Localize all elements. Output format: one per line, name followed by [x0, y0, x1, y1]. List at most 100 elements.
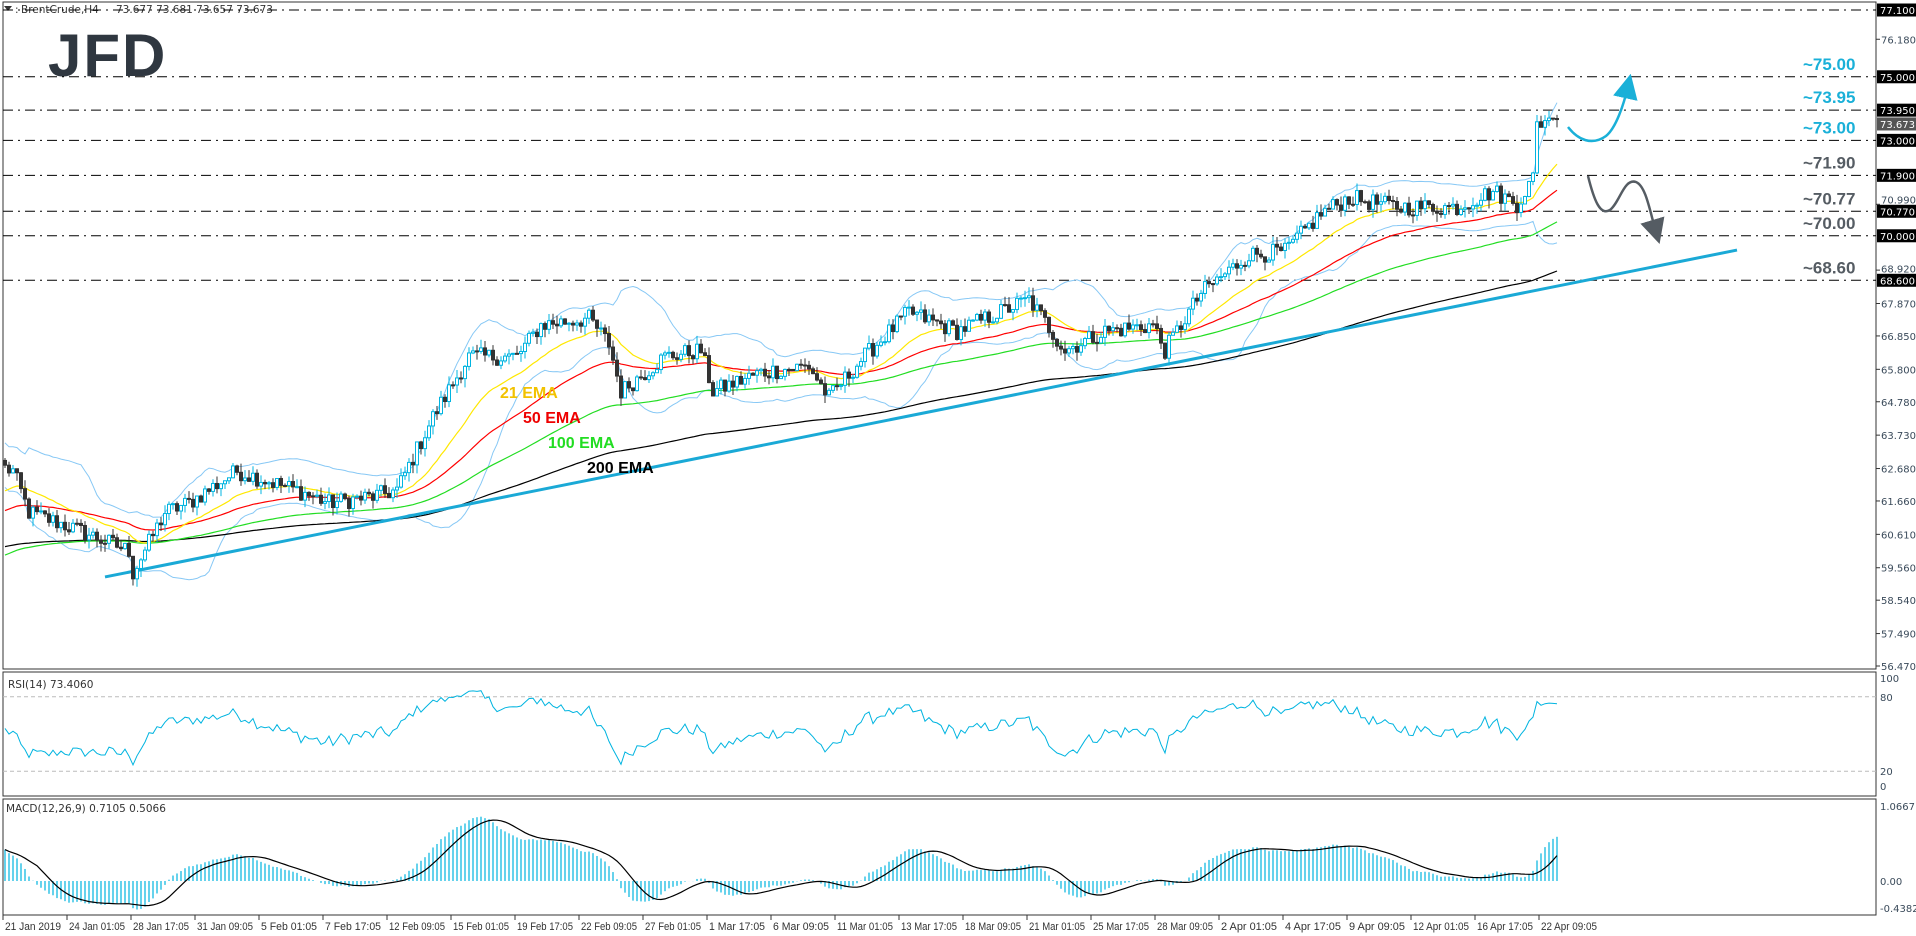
- candle: [163, 505, 167, 532]
- candle-body: [71, 522, 75, 533]
- candle: [983, 308, 987, 327]
- candle-body: [327, 494, 331, 502]
- candle-body: [227, 477, 231, 482]
- candle: [931, 308, 935, 327]
- candle-body: [1387, 195, 1391, 202]
- candle: [1147, 318, 1151, 339]
- candle: [855, 363, 859, 379]
- candle-body: [1475, 204, 1479, 207]
- candle-body: [735, 375, 739, 388]
- candle: [703, 348, 707, 357]
- candle-body: [23, 488, 27, 500]
- candle-body: [1431, 203, 1435, 212]
- candle-body: [147, 533, 151, 551]
- candle-body: [1111, 327, 1115, 332]
- candle: [1047, 316, 1051, 338]
- candle: [515, 345, 519, 355]
- candle: [539, 322, 543, 345]
- candle-body: [1119, 327, 1123, 337]
- candle: [1263, 256, 1267, 271]
- candle-body: [99, 539, 103, 544]
- candle: [687, 340, 691, 364]
- candle-body: [987, 311, 991, 323]
- candle: [479, 339, 483, 354]
- candle-body: [879, 341, 883, 346]
- ema50-label: 50 EMA: [523, 410, 581, 427]
- candle: [379, 484, 383, 497]
- candle-body: [1167, 334, 1171, 359]
- candle: [1551, 117, 1555, 121]
- candle: [1375, 192, 1379, 213]
- candle: [231, 462, 235, 479]
- candle-body: [1383, 195, 1387, 203]
- candle-body: [1131, 324, 1135, 330]
- candle: [1539, 115, 1543, 128]
- candle: [819, 377, 823, 385]
- candle: [1307, 222, 1311, 231]
- time-label: 16 Apr 17:05: [1477, 921, 1533, 933]
- candle: [1499, 183, 1503, 212]
- candle: [43, 510, 47, 518]
- candle-body: [763, 368, 767, 377]
- candle-body: [243, 477, 247, 482]
- time-label: 12 Feb 09:05: [389, 921, 445, 933]
- candle: [343, 492, 347, 501]
- candle-body: [1171, 331, 1175, 336]
- candle-body: [1347, 196, 1351, 205]
- candle: [167, 501, 171, 521]
- candle: [903, 304, 907, 325]
- candle-body: [1095, 341, 1099, 344]
- candle: [1335, 198, 1339, 211]
- candle-body: [1375, 194, 1379, 205]
- candle-body: [1279, 246, 1283, 252]
- candle-body: [247, 477, 251, 482]
- candle: [735, 375, 739, 392]
- candle-body: [1047, 316, 1051, 333]
- candle-body: [1479, 199, 1483, 206]
- candle: [1363, 199, 1367, 204]
- candle-body: [1451, 203, 1455, 207]
- candle: [399, 468, 403, 489]
- candle-body: [1219, 276, 1223, 279]
- candle-body: [387, 492, 391, 499]
- bearish-scenario-arrow-icon: [1586, 175, 1665, 244]
- candle: [507, 349, 511, 365]
- candle: [599, 321, 603, 336]
- candle-body: [1267, 259, 1271, 263]
- time-label: 7 Feb 17:05: [325, 921, 381, 933]
- candle: [739, 371, 743, 385]
- candle-body: [1023, 297, 1027, 300]
- time-label: 6 Mar 09:05: [773, 921, 829, 933]
- candle-body: [999, 304, 1003, 319]
- candle: [887, 319, 891, 344]
- candle: [1455, 200, 1459, 217]
- candle-body: [1531, 172, 1535, 182]
- macd-tick-label: 1.0667: [1880, 802, 1915, 813]
- candle-body: [799, 363, 803, 366]
- bollinger-bands: [4, 102, 1558, 581]
- rsi-indicator: RSI(14) 73.4060 100 80 20 0: [3, 674, 1899, 793]
- candle: [1179, 320, 1183, 338]
- support-trendline[interactable]: [104, 248, 1738, 579]
- candle: [255, 469, 259, 489]
- candle-body: [547, 320, 551, 330]
- candle-body: [319, 494, 323, 504]
- candle-body: [847, 371, 851, 379]
- candle-body: [91, 531, 95, 536]
- candle-body: [63, 521, 67, 531]
- candle: [1023, 290, 1027, 307]
- candle-body: [587, 309, 591, 319]
- candle-body: [595, 319, 599, 329]
- dropdown-triangle-icon[interactable]: [4, 6, 12, 11]
- candle: [1291, 235, 1295, 244]
- candle: [367, 488, 371, 497]
- candle: [607, 326, 611, 355]
- bullish-scenario-arrow-icon: [1567, 73, 1638, 143]
- candle: [427, 420, 431, 441]
- candle-body: [943, 323, 947, 335]
- time-label: 19 Feb 17:05: [517, 921, 573, 933]
- candle: [1515, 194, 1519, 221]
- candle-body: [191, 498, 195, 508]
- candle: [967, 316, 971, 332]
- candle-body: [563, 318, 567, 325]
